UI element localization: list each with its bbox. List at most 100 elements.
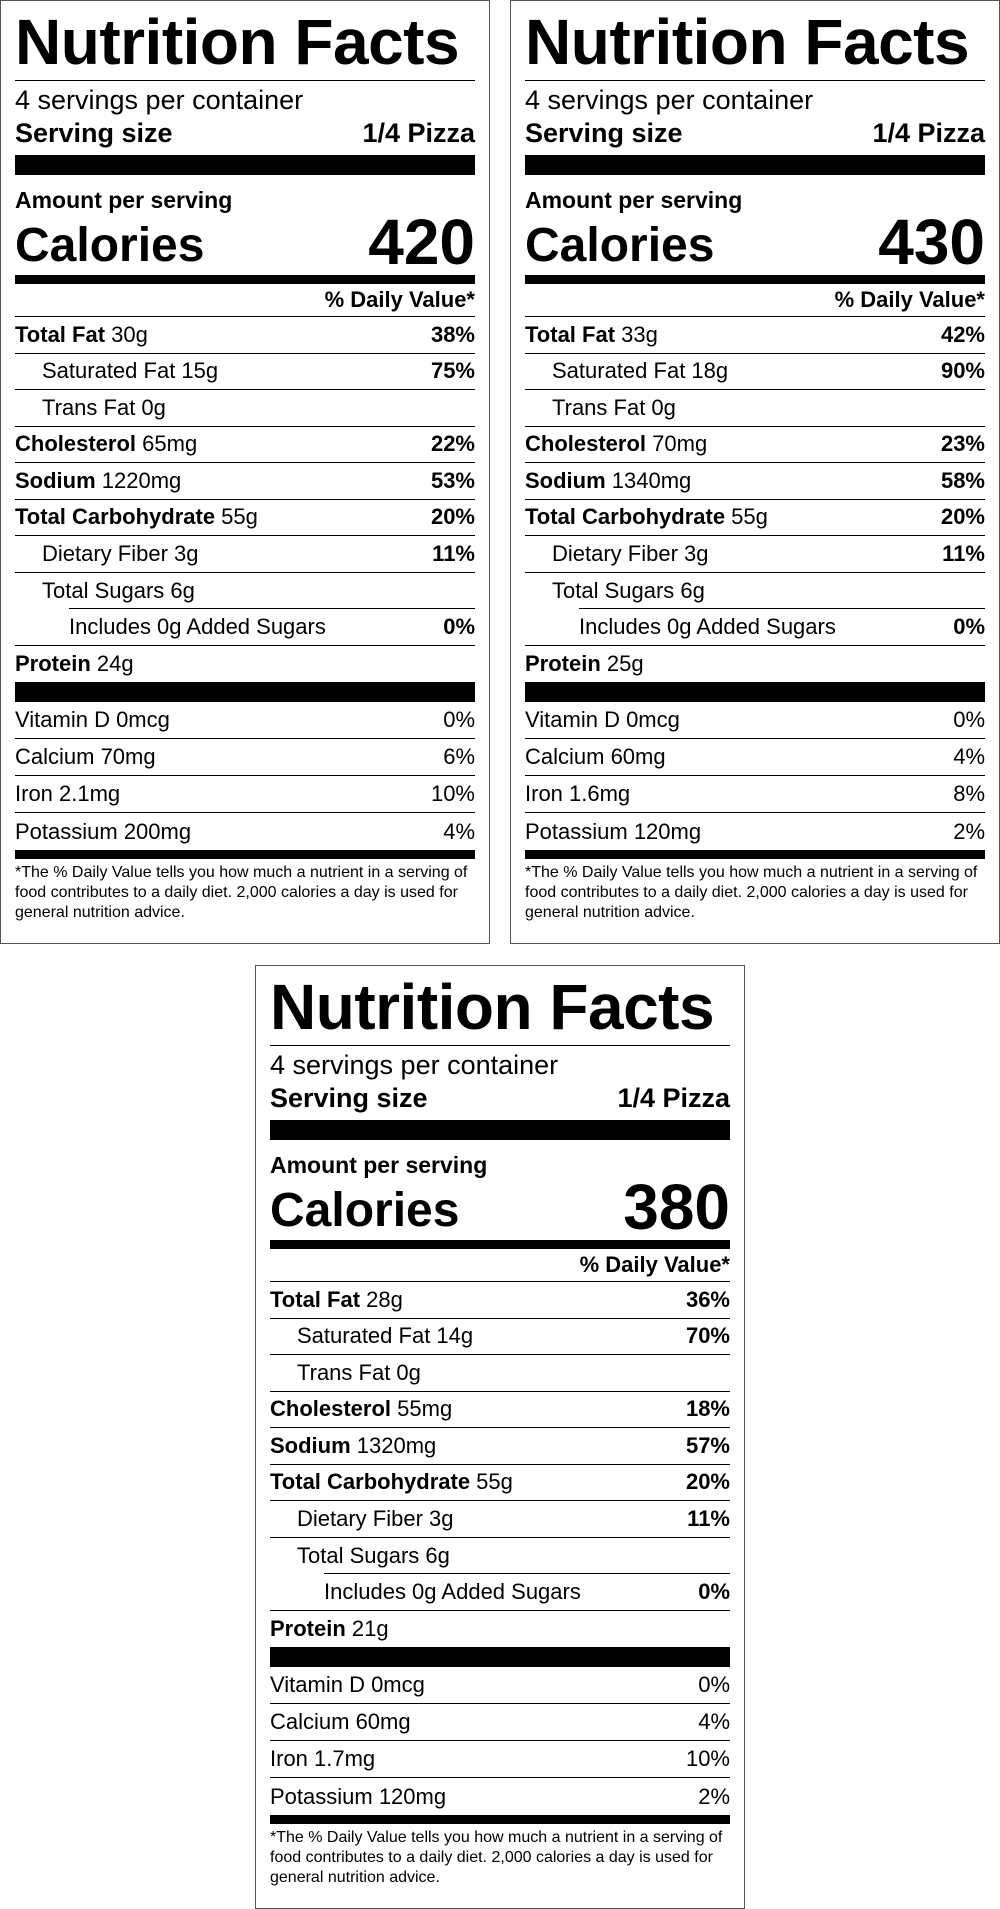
amount-per-serving: Amount per serving — [270, 1152, 488, 1178]
nutrient-row: Sodium 1220mg 53% — [15, 463, 475, 500]
vitamin-daily-value: 0% — [443, 707, 475, 732]
divider-thick — [15, 682, 475, 702]
nutrient-daily-value: 0% — [443, 613, 475, 639]
vitamin-row: Potassium 120mg 2% — [270, 1778, 730, 1815]
nutrient-amount: 70mg — [646, 431, 708, 457]
label-title: Nutrition Facts — [15, 7, 475, 81]
vitamin-row: Vitamin D 0mcg 0% — [15, 702, 475, 739]
vitamin-daily-value: 0% — [953, 707, 985, 732]
nutrient-daily-value: 11% — [687, 1505, 730, 1531]
vitamin-row: Iron 1.7mg 10% — [270, 1741, 730, 1778]
amount-per-serving: Amount per serving — [525, 187, 743, 213]
nutrient-daily-value: 0% — [698, 1578, 730, 1604]
vitamin-name: Potassium 200mg — [15, 818, 192, 844]
nutrient-row: Protein 25g — [525, 646, 985, 683]
vitamin-row: Vitamin D 0mcg 0% — [525, 702, 985, 739]
nutrient-daily-value: 18% — [685, 1396, 730, 1422]
servings-per-container: 4 servings per container — [525, 85, 814, 115]
nutrient-amount: 21g — [345, 1615, 389, 1641]
serving-size-value: 1/4 Pizza — [617, 1083, 730, 1113]
nutrient-label: Cholesterol — [270, 1396, 392, 1422]
footnote: *The % Daily Value tells you how much a … — [525, 864, 978, 921]
calories-value: 420 — [368, 206, 475, 278]
footnote: *The % Daily Value tells you how much a … — [270, 1829, 723, 1886]
nutrient-name: Includes 0g Added Sugars — [579, 613, 836, 639]
nutrient-label: Total Carbohydrate — [525, 504, 726, 530]
nutrient-name: Cholesterol 65mg — [15, 431, 197, 457]
nutrient-label: Sodium — [270, 1432, 351, 1458]
vitamin-row: Calcium 60mg 4% — [525, 739, 985, 776]
nutrient-name: Dietary Fiber 3g — [552, 540, 709, 566]
nutrient-daily-value: 38% — [430, 321, 475, 347]
nutrient-daily-value: 11% — [942, 540, 985, 566]
servings-per-container: 4 servings per container — [15, 85, 304, 115]
serving-size-row: Serving size 1/4 Pizza — [525, 117, 985, 149]
vitamin-name: Iron 1.6mg — [525, 781, 631, 806]
nutrient-row: Total Carbohydrate 55g 20% — [525, 500, 985, 536]
daily-value-header: % Daily Value* — [15, 284, 475, 317]
nutrient-row: Saturated Fat 18g 90% — [525, 354, 985, 390]
nutrient-daily-value: 42% — [940, 321, 985, 347]
divider-thick — [525, 682, 985, 702]
serving-size-row: Serving size 1/4 Pizza — [270, 1082, 730, 1114]
nutrient-daily-value: 20% — [430, 504, 475, 530]
nutrient-amount: 24g — [90, 650, 134, 676]
nutrient-name: Saturated Fat 15g — [42, 358, 219, 384]
divider-thick — [525, 155, 985, 175]
vitamin-name: Calcium 60mg — [270, 1709, 411, 1734]
divider-medium — [270, 1815, 730, 1824]
calories-row: Calories 430 — [525, 206, 985, 278]
serving-size-label: Serving size — [270, 1083, 428, 1113]
nutrient-row: Total Carbohydrate 55g 20% — [15, 500, 475, 536]
calories-label: Calories — [270, 1184, 460, 1237]
amount-per-serving: Amount per serving — [15, 187, 233, 213]
vitamin-row: Vitamin D 0mcg 0% — [270, 1667, 730, 1704]
nutrient-name: Total Fat 30g — [15, 322, 148, 348]
nutrient-row: Total Sugars 6g — [525, 573, 985, 610]
nutrient-row: Trans Fat 0g — [15, 390, 475, 427]
nutrient-amount: 25g — [600, 650, 644, 676]
label-title: Nutrition Facts — [270, 972, 730, 1046]
nutrient-label: Protein — [270, 1615, 346, 1641]
serving-size-label: Serving size — [525, 118, 683, 148]
calories-row: Calories 380 — [270, 1171, 730, 1243]
nutrient-name: Total Fat 28g — [270, 1287, 403, 1313]
nutrition-label-1: Nutrition Facts 4 servings per container… — [0, 0, 490, 944]
vitamin-daily-value: 6% — [443, 744, 475, 769]
nutrient-name: Total Sugars 6g — [552, 577, 705, 603]
vitamin-row: Potassium 200mg 4% — [15, 813, 475, 850]
calories-value: 380 — [623, 1171, 730, 1243]
divider-thick — [270, 1120, 730, 1140]
nutrient-amount: 55g — [725, 504, 768, 530]
nutrient-name: Includes 0g Added Sugars — [69, 613, 326, 639]
nutrient-name: Total Carbohydrate 55g — [15, 504, 258, 530]
vitamin-list: Vitamin D 0mcg 0% Calcium 70mg 6% Iron 2.1mg… — [15, 702, 475, 850]
divider-medium — [525, 850, 985, 859]
vitamin-row: Calcium 60mg 4% — [270, 1704, 730, 1741]
calories-value: 430 — [878, 206, 985, 278]
nutrient-name: Cholesterol 70mg — [525, 431, 707, 457]
nutrient-row: Includes 0g Added Sugars 0% — [525, 609, 985, 646]
nutrient-daily-value: 11% — [432, 540, 475, 566]
calories-row: Calories 420 — [15, 206, 475, 278]
vitamin-daily-value: 4% — [443, 818, 475, 844]
label-title: Nutrition Facts — [525, 7, 985, 81]
nutrient-list: Total Fat 33g 42% Saturated Fat 18g 90% Tran… — [525, 317, 985, 682]
footnote: *The % Daily Value tells you how much a … — [15, 864, 468, 921]
nutrient-row: Dietary Fiber 3g 11% — [525, 536, 985, 573]
vitamin-name: Vitamin D 0mcg — [15, 707, 170, 732]
vitamin-daily-value: 2% — [698, 1783, 730, 1809]
nutrient-daily-value: 20% — [685, 1469, 730, 1495]
nutrient-row: Saturated Fat 15g 75% — [15, 354, 475, 390]
nutrient-daily-value: 20% — [940, 504, 985, 530]
vitamin-row: Potassium 120mg 2% — [525, 813, 985, 850]
nutrient-label: Protein — [15, 650, 91, 676]
nutrient-daily-value: 22% — [430, 431, 475, 457]
nutrient-daily-value: 75% — [430, 358, 475, 384]
vitamin-name: Potassium 120mg — [270, 1783, 447, 1809]
nutrient-row: Includes 0g Added Sugars 0% — [270, 1574, 730, 1611]
divider-medium — [270, 1240, 730, 1249]
nutrient-name: Sodium 1320mg — [270, 1433, 436, 1459]
nutrient-name: Saturated Fat 14g — [297, 1323, 474, 1349]
nutrient-label: Sodium — [15, 467, 96, 493]
